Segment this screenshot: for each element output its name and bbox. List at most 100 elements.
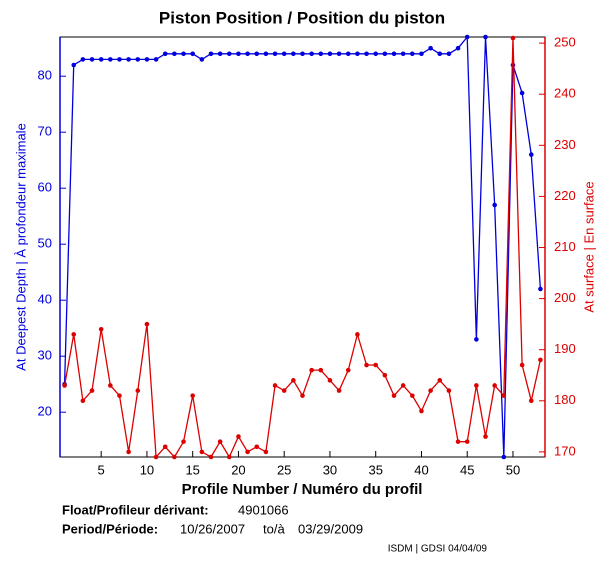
data-point bbox=[428, 388, 433, 393]
period-label: Period/Période: bbox=[62, 521, 158, 536]
data-point bbox=[410, 393, 415, 398]
data-point bbox=[245, 449, 250, 455]
period-start: 10/26/2007 bbox=[180, 521, 245, 536]
data-point bbox=[364, 51, 369, 57]
data-point bbox=[71, 62, 77, 68]
credit: ISDM | GDSI 04/04/09 bbox=[388, 544, 488, 555]
x-tick-label: 10 bbox=[140, 462, 154, 477]
data-point bbox=[345, 367, 351, 373]
data-point bbox=[309, 51, 314, 57]
data-point bbox=[62, 383, 67, 388]
data-point bbox=[199, 449, 205, 455]
data-point bbox=[391, 51, 397, 57]
data-point bbox=[108, 383, 113, 388]
y2-tick-label: 210 bbox=[554, 239, 576, 254]
data-point bbox=[400, 51, 406, 57]
data-point bbox=[437, 378, 443, 383]
data-point bbox=[172, 454, 177, 460]
float-id: 4901066 bbox=[238, 502, 289, 517]
y2-tick-label: 250 bbox=[554, 35, 576, 50]
data-point bbox=[419, 408, 424, 414]
data-point bbox=[89, 388, 95, 393]
data-point bbox=[190, 51, 195, 57]
data-point bbox=[455, 45, 461, 51]
y2-tick-label: 200 bbox=[554, 290, 576, 305]
y-tick-label: 20 bbox=[38, 404, 52, 419]
data-point bbox=[391, 393, 397, 398]
data-point bbox=[373, 362, 379, 368]
x-axis-label: Profile Number / Numéro du profil bbox=[182, 481, 423, 498]
chart-title: Piston Position / Position du piston bbox=[159, 8, 445, 27]
data-point bbox=[153, 57, 159, 62]
data-point bbox=[135, 57, 141, 62]
data-point bbox=[519, 362, 525, 368]
data-point bbox=[135, 388, 141, 393]
data-point bbox=[291, 51, 296, 57]
period-to: to/à bbox=[263, 521, 285, 536]
data-point bbox=[144, 57, 150, 62]
data-point bbox=[474, 337, 479, 342]
data-point bbox=[190, 393, 195, 398]
y-tick-label: 40 bbox=[38, 292, 52, 307]
data-point bbox=[199, 57, 205, 62]
data-point bbox=[272, 51, 278, 57]
data-point bbox=[272, 383, 278, 388]
float-label: Float/Profileur dérivant: bbox=[62, 502, 209, 517]
data-point bbox=[501, 393, 507, 398]
data-point bbox=[300, 51, 305, 57]
y2-tick-label: 230 bbox=[554, 137, 576, 152]
data-point bbox=[254, 444, 260, 450]
x-tick-label: 40 bbox=[414, 462, 428, 477]
data-point bbox=[364, 362, 369, 368]
data-point bbox=[464, 34, 470, 40]
y-tick-label: 60 bbox=[38, 180, 52, 195]
y2-tick-label: 180 bbox=[554, 392, 576, 407]
data-point bbox=[327, 51, 333, 57]
data-point bbox=[327, 378, 333, 383]
data-point bbox=[226, 51, 232, 57]
x-tick-label: 20 bbox=[231, 462, 245, 477]
data-point bbox=[208, 51, 214, 57]
data-point bbox=[300, 393, 305, 398]
data-point bbox=[236, 51, 241, 57]
data-point bbox=[126, 449, 131, 455]
data-point bbox=[355, 51, 360, 57]
data-point bbox=[181, 51, 186, 57]
data-point bbox=[172, 51, 177, 57]
data-point bbox=[117, 57, 122, 62]
data-point bbox=[492, 383, 497, 388]
x-tick-label: 25 bbox=[277, 462, 291, 477]
data-point bbox=[226, 454, 232, 460]
data-point bbox=[382, 372, 388, 378]
data-point bbox=[437, 51, 443, 57]
data-point bbox=[419, 51, 424, 57]
data-point bbox=[355, 332, 360, 337]
y2-axis-label: At surface | En surface bbox=[581, 181, 596, 312]
data-point bbox=[98, 326, 104, 332]
data-point bbox=[446, 388, 452, 393]
data-point bbox=[108, 57, 113, 62]
data-point bbox=[236, 434, 241, 439]
data-point bbox=[492, 202, 497, 208]
data-point bbox=[538, 286, 543, 292]
data-point bbox=[126, 57, 131, 62]
data-point bbox=[117, 393, 122, 398]
data-point bbox=[464, 439, 470, 444]
data-point bbox=[519, 90, 525, 96]
data-point bbox=[263, 51, 269, 57]
y2-tick-label: 170 bbox=[554, 443, 576, 458]
y-tick-label: 70 bbox=[38, 124, 52, 139]
data-point bbox=[71, 332, 77, 337]
data-point bbox=[528, 398, 534, 404]
period-end: 03/29/2009 bbox=[298, 521, 363, 536]
data-point bbox=[483, 434, 488, 439]
y-axis-label: At Deepest Depth | À profondeur maximale bbox=[13, 123, 28, 371]
x-tick-label: 35 bbox=[368, 462, 382, 477]
y2-tick-label: 190 bbox=[554, 341, 576, 356]
data-point bbox=[162, 51, 168, 57]
data-point bbox=[98, 57, 104, 62]
data-point bbox=[208, 454, 214, 460]
data-point bbox=[382, 51, 388, 57]
data-point bbox=[455, 439, 461, 444]
